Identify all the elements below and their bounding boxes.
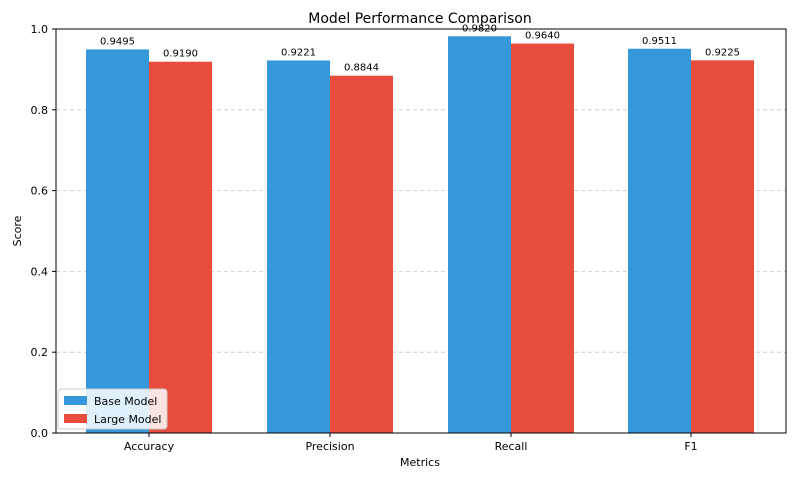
x-tick-label: Recall (495, 440, 528, 453)
bar-large-accuracy (149, 61, 212, 433)
bar-value-label: 0.9511 (642, 36, 677, 47)
y-tick-label: 0.8 (31, 104, 49, 117)
bar-value-label: 0.9225 (705, 47, 740, 58)
bar-value-label: 0.9221 (281, 47, 316, 58)
bar-large-f1 (691, 60, 754, 434)
chart-title: Model Performance Comparison (308, 11, 531, 27)
bar-value-label: 0.9640 (525, 31, 560, 42)
x-tick-label: F1 (684, 440, 697, 453)
legend: Base Model Large Model (57, 388, 168, 430)
bar-base-accuracy (86, 49, 149, 433)
y-tick-label: 1.0 (31, 23, 49, 36)
bar-base-f1 (628, 48, 691, 433)
y-axis: 0.0 0.2 0.4 0.6 0.8 1.0 (31, 23, 56, 440)
x-tick-label: Precision (305, 440, 354, 453)
bar-large-recall (511, 43, 574, 433)
legend-label: Base Model (94, 395, 157, 408)
y-axis-label: Score (11, 215, 24, 246)
plot-frame (55, 28, 787, 434)
bars (86, 36, 754, 434)
bar-base-precision (267, 60, 330, 434)
legend-swatch (64, 414, 87, 423)
x-axis: Accuracy Precision Recall F1 (124, 433, 698, 453)
y-tick-label: 0.0 (31, 427, 49, 440)
bar-value-label: 0.9190 (163, 49, 198, 60)
legend-swatch (64, 396, 87, 405)
y-tick-label: 0.4 (31, 265, 49, 278)
bar-value-label: 0.8844 (344, 63, 379, 74)
x-tick-label: Accuracy (124, 440, 175, 453)
legend-label: Large Model (94, 413, 161, 426)
y-tick-label: 0.6 (31, 185, 49, 198)
bar-base-recall (448, 36, 511, 433)
y-tick-label: 0.2 (31, 346, 49, 359)
x-axis-label: Metrics (400, 456, 440, 469)
bar-large-precision (330, 75, 393, 434)
bar-value-label: 0.9495 (100, 36, 135, 47)
